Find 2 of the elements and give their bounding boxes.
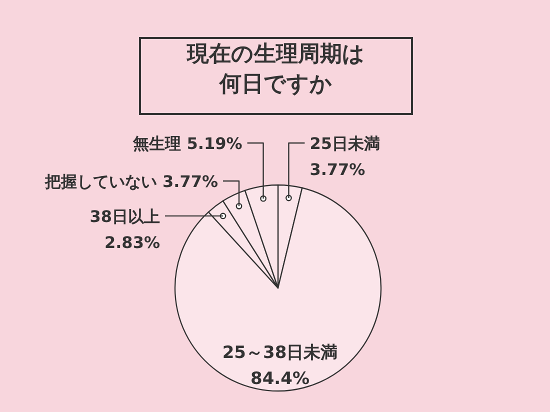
title: 何日ですか — [220, 72, 332, 97]
title: 現在の生理周期は — [187, 42, 365, 67]
